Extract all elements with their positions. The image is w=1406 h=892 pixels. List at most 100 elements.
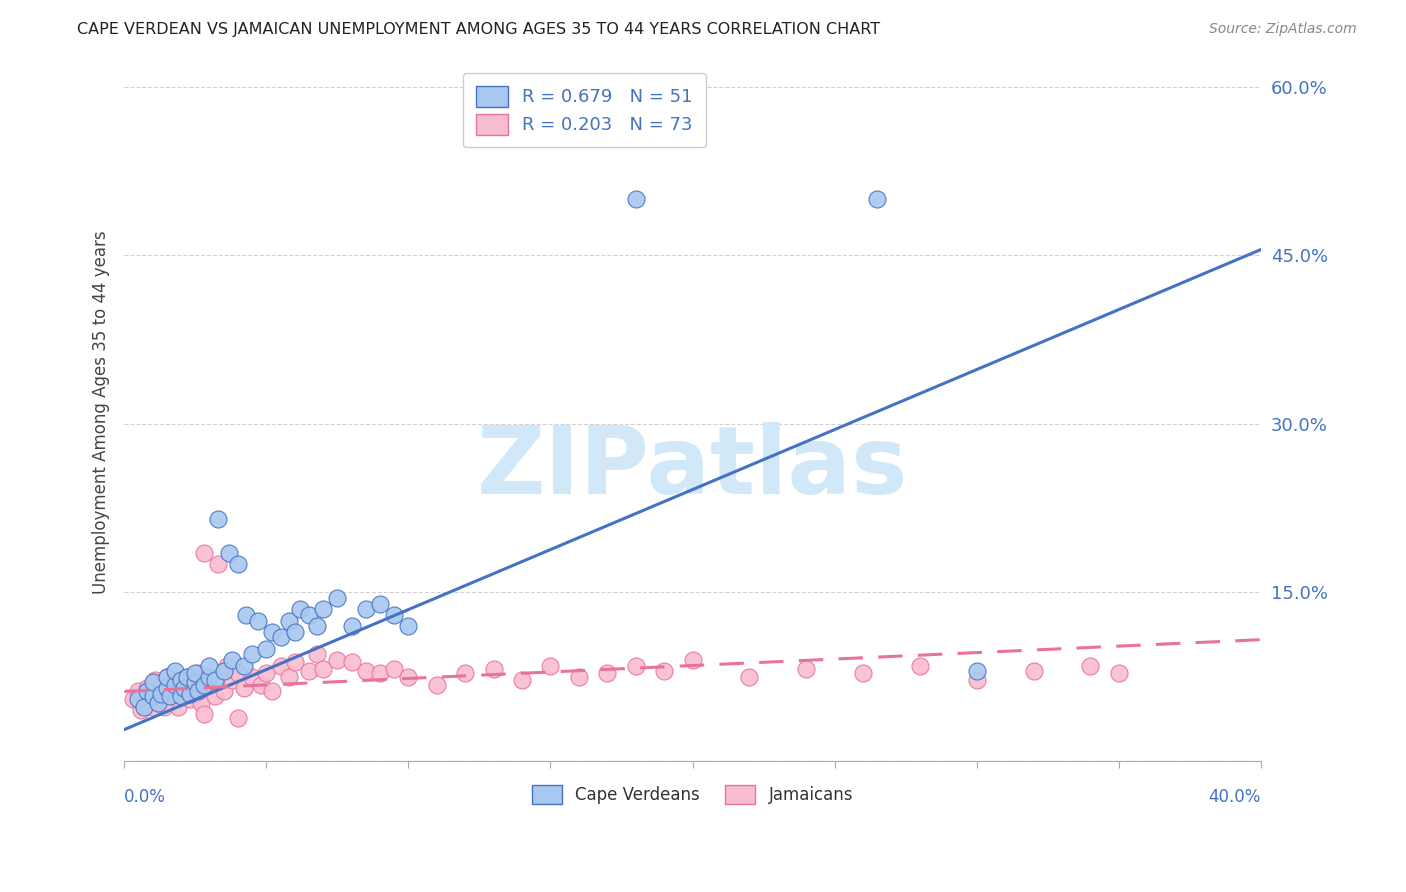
Point [193, 706, 215, 721]
Text: 0.0%: 0.0% [124, 788, 166, 805]
Point [173, 689, 195, 703]
Point [382, 607, 405, 622]
Point [568, 670, 591, 684]
Point [1022, 664, 1045, 678]
Point [193, 678, 215, 692]
Point [482, 662, 505, 676]
Point [254, 641, 277, 656]
Point [354, 602, 377, 616]
Point [284, 655, 307, 669]
Point [866, 192, 889, 206]
Point [150, 681, 173, 695]
Point [190, 696, 212, 710]
Point [184, 666, 207, 681]
Point [298, 664, 321, 678]
Point [159, 678, 181, 692]
Point [682, 653, 704, 667]
Point [396, 619, 419, 633]
Point [249, 678, 271, 692]
Point [278, 614, 301, 628]
Point [221, 673, 243, 687]
Point [226, 558, 249, 572]
Point [312, 602, 335, 616]
Point [270, 658, 292, 673]
Point [139, 689, 162, 703]
Point [198, 678, 221, 692]
Point [354, 664, 377, 678]
Point [179, 687, 201, 701]
Point [127, 684, 149, 698]
Point [340, 655, 363, 669]
Point [204, 689, 226, 703]
Point [129, 704, 152, 718]
Point [159, 689, 181, 703]
Point [181, 678, 204, 692]
Point [156, 670, 179, 684]
Point [156, 670, 179, 684]
Point [136, 681, 159, 695]
Text: Source: ZipAtlas.com: Source: ZipAtlas.com [1209, 22, 1357, 37]
Point [207, 512, 229, 526]
Point [165, 678, 187, 692]
Point [246, 614, 269, 628]
Point [132, 700, 155, 714]
Point [284, 624, 307, 639]
Point [226, 666, 249, 681]
Point [204, 673, 226, 687]
Point [145, 673, 167, 687]
Point [596, 666, 619, 681]
Point [382, 662, 405, 676]
Point [176, 670, 198, 684]
Point [156, 696, 179, 710]
Point [212, 664, 235, 678]
Point [510, 673, 533, 687]
Point [132, 689, 155, 703]
Point [136, 698, 159, 712]
Text: CAPE VERDEAN VS JAMAICAN UNEMPLOYMENT AMONG AGES 35 TO 44 YEARS CORRELATION CHAR: CAPE VERDEAN VS JAMAICAN UNEMPLOYMENT AM… [77, 22, 880, 37]
Point [193, 546, 215, 560]
Point [232, 658, 254, 673]
Point [326, 591, 349, 605]
Point [179, 692, 201, 706]
Point [153, 700, 176, 714]
Point [165, 664, 187, 678]
Point [290, 602, 312, 616]
Point [153, 689, 176, 703]
Point [187, 666, 209, 681]
Point [148, 696, 170, 710]
Point [260, 624, 283, 639]
Point [165, 673, 187, 687]
Point [198, 670, 221, 684]
Point [307, 647, 329, 661]
Point [454, 666, 477, 681]
Point [150, 687, 173, 701]
Point [240, 670, 263, 684]
Point [908, 658, 931, 673]
Point [162, 687, 184, 701]
Y-axis label: Unemployment Among Ages 35 to 44 years: Unemployment Among Ages 35 to 44 years [93, 231, 110, 594]
Point [184, 687, 207, 701]
Point [966, 664, 988, 678]
Point [148, 692, 170, 706]
Point [966, 673, 988, 687]
Point [215, 658, 238, 673]
Point [167, 700, 190, 714]
Point [1108, 666, 1130, 681]
Point [142, 678, 165, 692]
Point [312, 662, 335, 676]
Point [184, 675, 207, 690]
Point [136, 684, 159, 698]
Point [396, 670, 419, 684]
Legend: Cape Verdeans, Jamaicans: Cape Verdeans, Jamaicans [520, 772, 865, 815]
Point [156, 681, 179, 695]
Point [173, 681, 195, 695]
Text: 40.0%: 40.0% [1209, 788, 1261, 805]
Point [624, 192, 647, 206]
Point [738, 670, 761, 684]
Point [218, 546, 240, 560]
Point [298, 607, 321, 622]
Point [187, 684, 209, 698]
Point [1080, 658, 1102, 673]
Point [278, 670, 301, 684]
Point [340, 619, 363, 633]
